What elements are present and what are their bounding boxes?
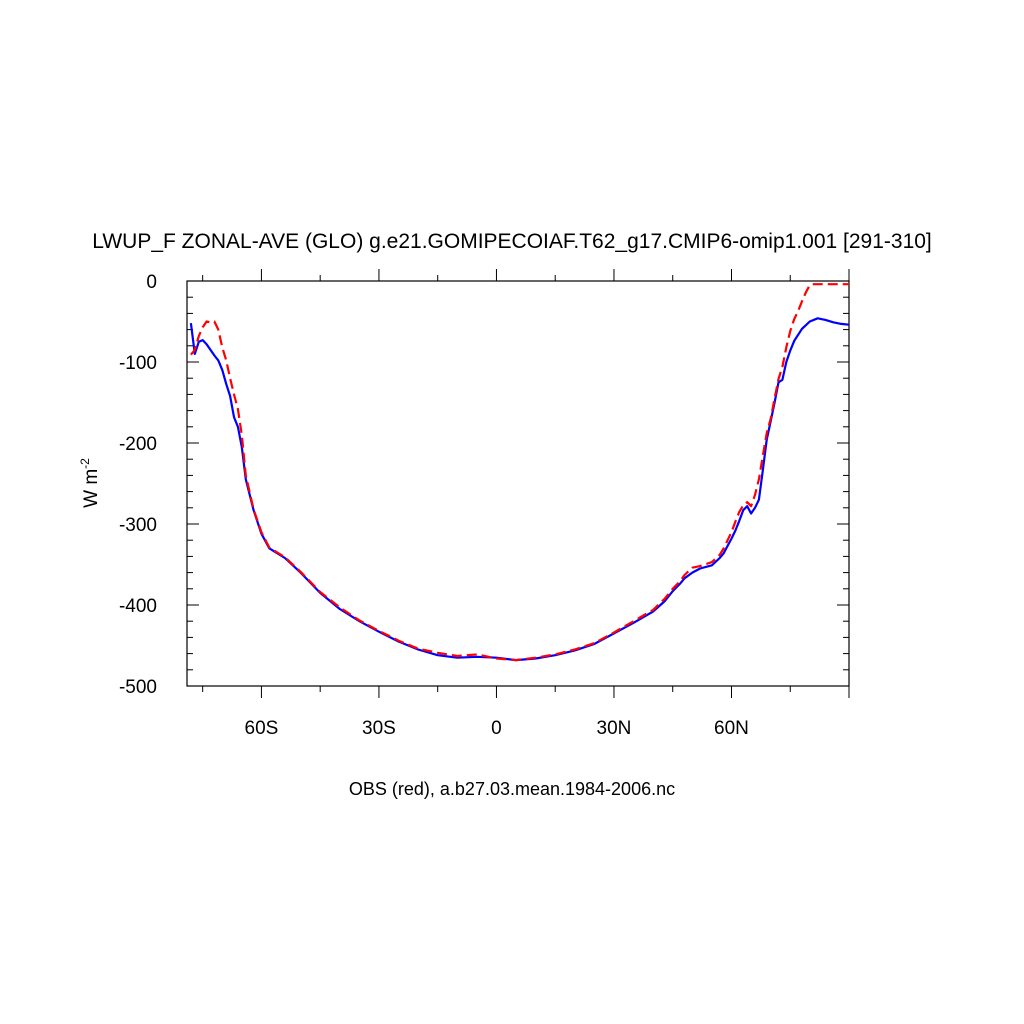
axis-ticks: [187, 269, 850, 698]
series-line-model: [189, 317, 849, 662]
plot-frame: [186, 280, 850, 687]
y-tick-label: -200: [119, 434, 157, 455]
y-tick-label: -100: [119, 353, 157, 374]
y-axis-label: W m-2: [78, 458, 102, 508]
series-line-obs: [190, 283, 849, 662]
y-tick-label: -500: [119, 677, 157, 698]
axis-tick-labels: 0 -100 -200 -300 -400 -500 60S 30S 0 30N 60N: [119, 272, 749, 739]
x-tick-label: 0: [491, 718, 502, 739]
x-axis-label: OBS (red), a.b27.03.mean.1984-2006.nc: [349, 779, 675, 799]
x-tick-label: 60S: [245, 718, 279, 739]
x-tick-label: 60N: [714, 718, 749, 739]
y-tick-label: -300: [119, 515, 157, 536]
y-tick-label: 0: [146, 272, 157, 293]
x-tick-label: 30S: [362, 718, 396, 739]
chart-title: LWUP_F ZONAL-AVE (GLO) g.e21.GOMIPECOIAF…: [92, 230, 932, 253]
y-tick-label: -400: [119, 596, 157, 617]
x-tick-label: 30N: [597, 718, 632, 739]
